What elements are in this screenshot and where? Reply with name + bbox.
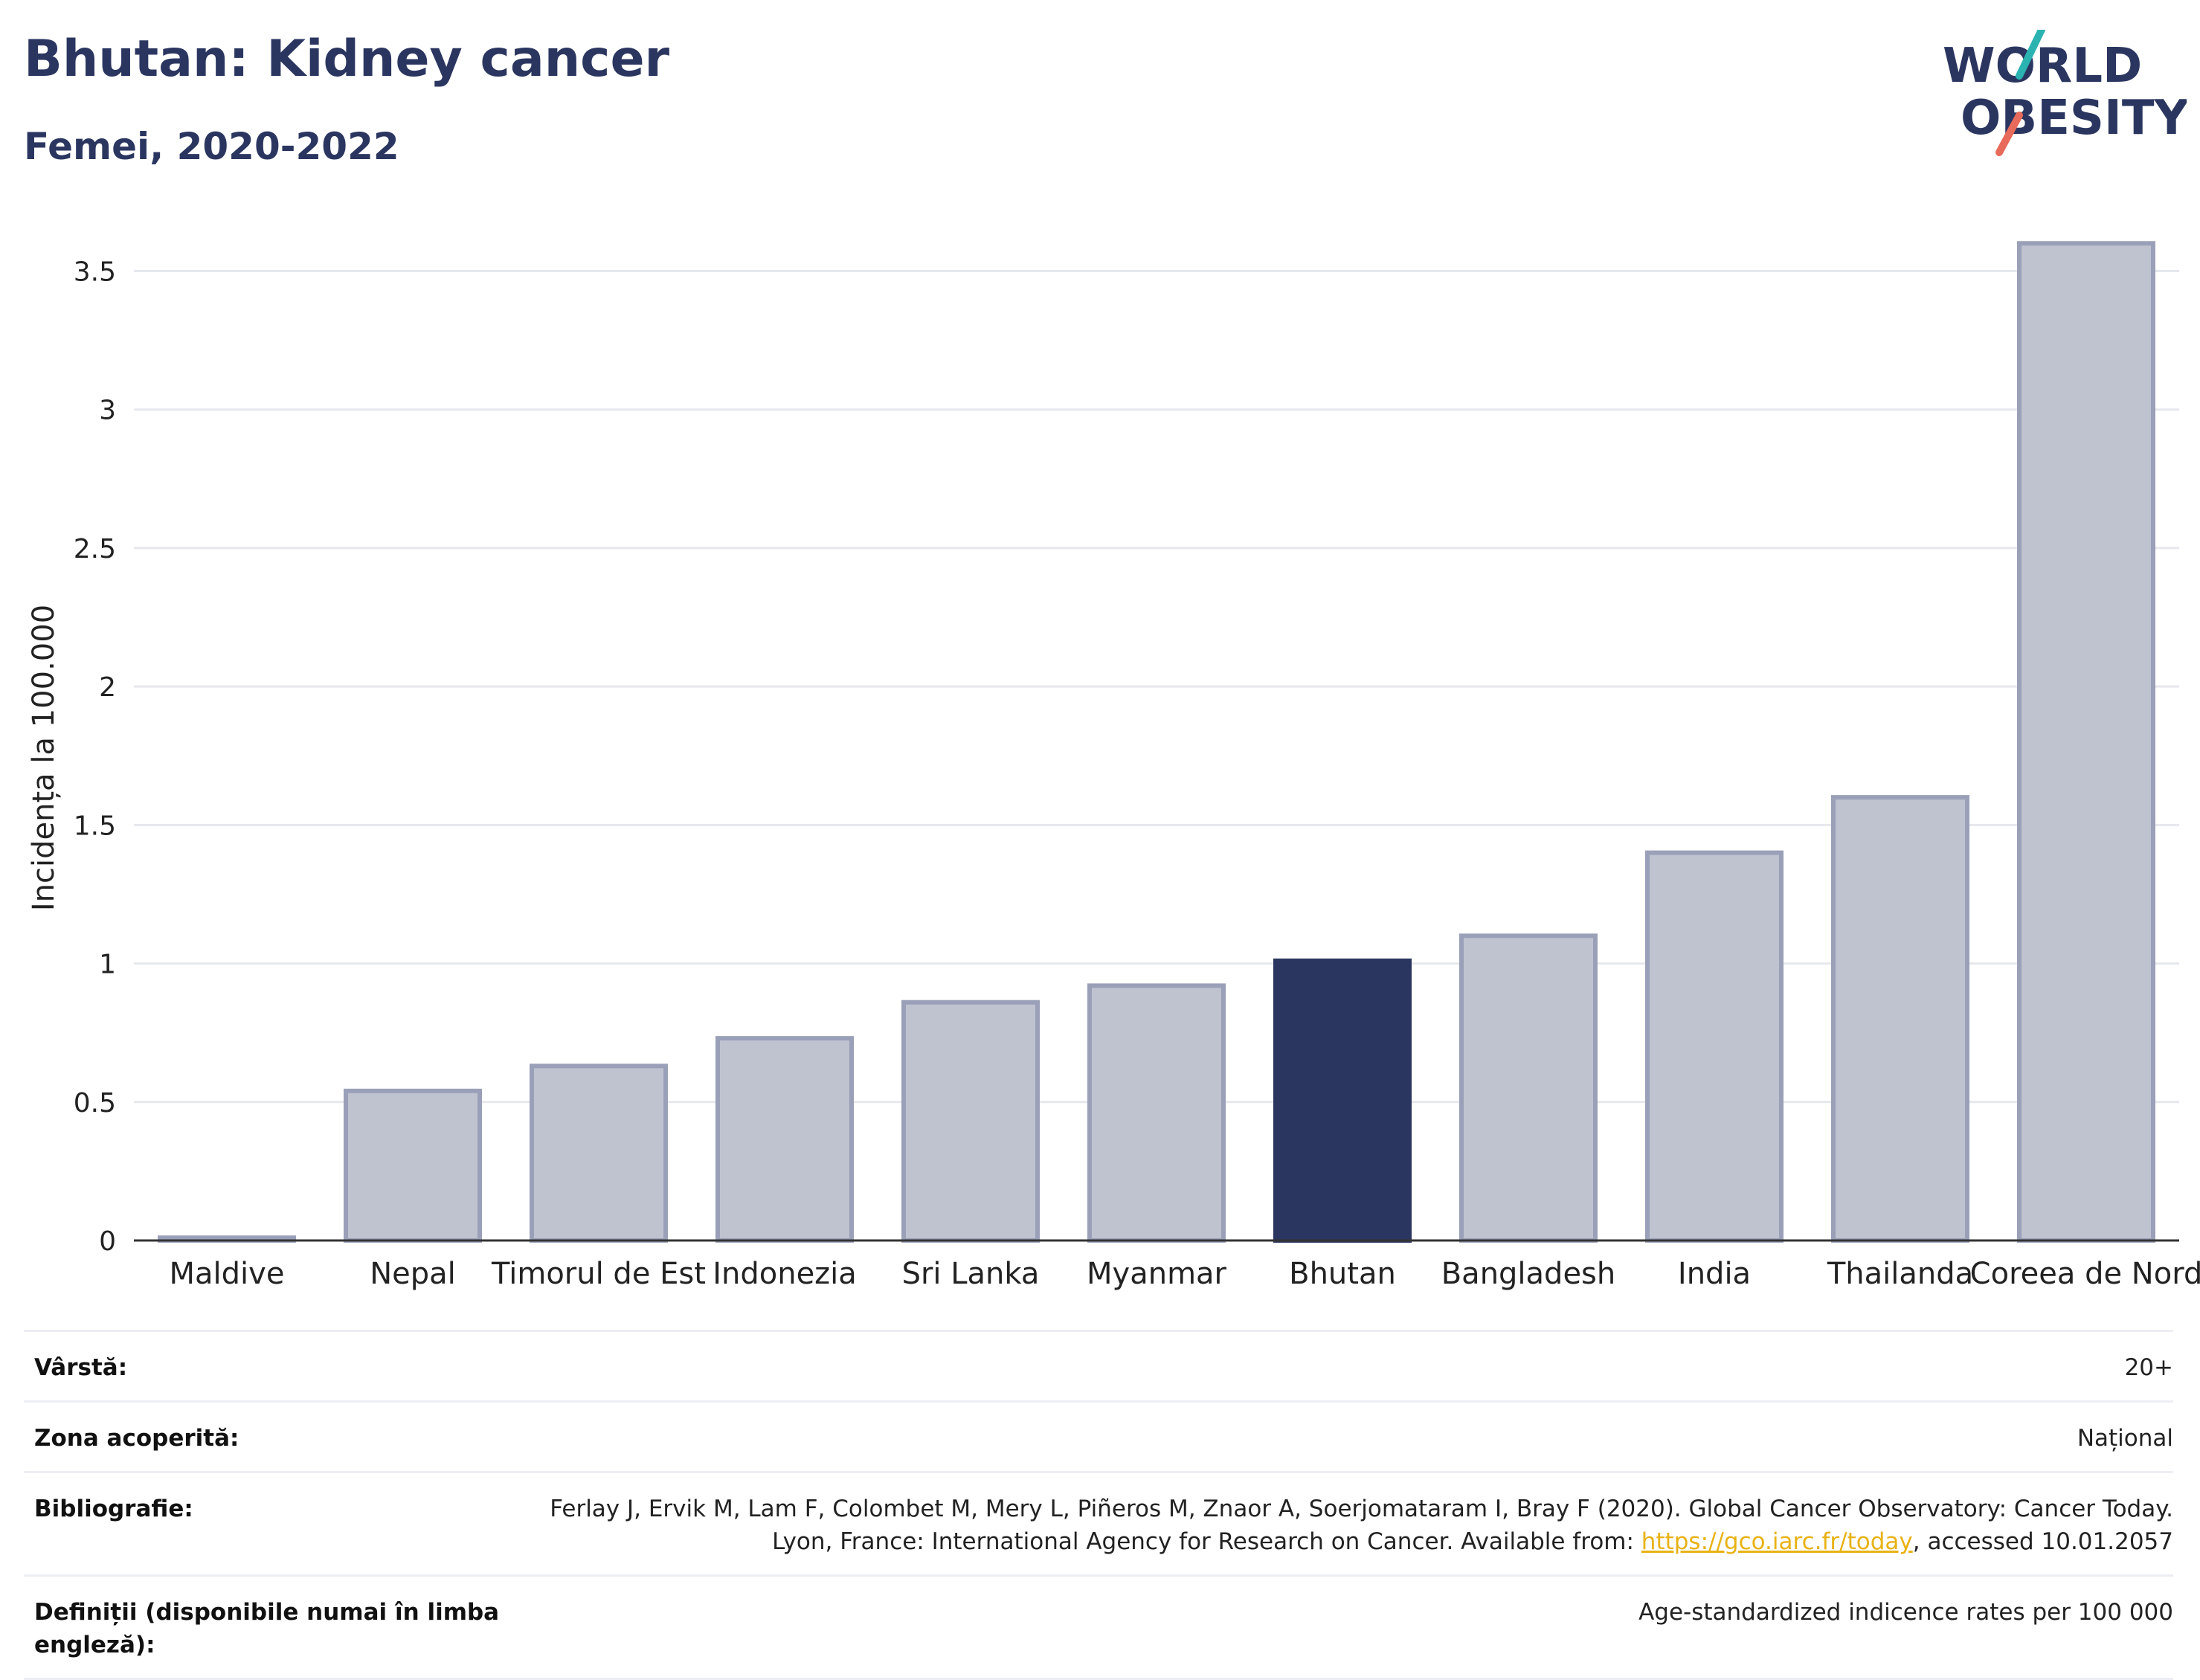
info-value: Ferlay J, Ervik M, Lam F, Colombet M, Me… (522, 1493, 2173, 1558)
info-row-definitions: Definiții (disponibile numai în limba en… (24, 1574, 2173, 1680)
bar-thailanda[interactable] (1831, 795, 1969, 1243)
y-tick-label: 1 (99, 950, 116, 980)
y-tick-label: 0.5 (74, 1088, 116, 1119)
info-key: Bibliografie: (34, 1496, 193, 1522)
bar-coreea-de-nord[interactable] (2017, 241, 2155, 1243)
x-category-label: Indonezia (713, 1257, 857, 1291)
bar-indonezia[interactable] (715, 1036, 854, 1243)
source-link[interactable]: https://gco.iarc.fr/today (1641, 1528, 1913, 1555)
x-category-labels: Maldive Nepal Timorul de Est Indonezia Sri L… (170, 1257, 2200, 1291)
bar-myanmar[interactable] (1087, 983, 1226, 1243)
info-row-coverage: Zona acoperită: Național (24, 1400, 2173, 1471)
x-category-label: Nepal (370, 1257, 456, 1291)
x-category-label: Coreea de Nord (1970, 1257, 2200, 1291)
world-obesity-logo: WORLD OBESITY (1943, 30, 2187, 156)
info-table: Vârstă: 20+ Zona acoperită: Național Bib… (24, 1330, 2173, 1680)
bar-sri-lanka[interactable] (901, 1000, 1040, 1243)
info-key: Definiții (disponibile numai în limba en… (34, 1599, 500, 1658)
info-value: Age-standardized indicence rates per 100… (1638, 1599, 2173, 1626)
info-key: Zona acoperită: (34, 1425, 239, 1452)
chart-subtitle: Femei, 2020-2022 (24, 125, 399, 168)
chart-title: Bhutan: Kidney cancer (24, 30, 670, 88)
bar-timorul-de-est[interactable] (530, 1063, 668, 1243)
y-axis-title: Incidența la 100.000 (27, 605, 61, 911)
x-category-label: Myanmar (1087, 1257, 1227, 1291)
x-category-label: Sri Lanka (902, 1257, 1040, 1291)
y-tick-label: 1.5 (74, 811, 116, 841)
x-category-label: Bangladesh (1441, 1257, 1616, 1291)
bar-india[interactable] (1645, 850, 1784, 1243)
info-value: Național (2077, 1425, 2173, 1452)
y-tick-labels: 0 0.5 1 1.5 2 2.5 3 3.5 (74, 257, 116, 1257)
y-tick-label: 3.5 (74, 257, 116, 287)
logo-line1: WORLD (1943, 39, 2142, 94)
bibliography-text: Ferlay J, Ervik M, Lam F, Colombet M, Me… (550, 1496, 2173, 1555)
bar-chart: 0 0.5 1 1.5 2 2.5 3 3.5 Maldive Nepal Timorul de … (27, 241, 2200, 1291)
info-row-bibliography: Bibliografie: Ferlay J, Ervik M, Lam F, … (24, 1471, 2173, 1574)
bibliography-accessed: , accessed 10.01.2057 (1912, 1528, 2173, 1555)
y-tick-label: 2.5 (74, 534, 116, 564)
y-tick-label: 3 (99, 396, 116, 426)
x-category-label: Maldive (170, 1257, 285, 1291)
bar-bhutan[interactable] (1273, 958, 1412, 1243)
info-row-age: Vârstă: 20+ (24, 1330, 2173, 1400)
bars (158, 241, 2155, 1243)
bar-nepal[interactable] (344, 1088, 482, 1243)
x-category-label: India (1678, 1257, 1751, 1291)
x-category-label: Bhutan (1289, 1257, 1396, 1291)
logo-line2: OBESITY (1961, 91, 2187, 146)
bar-bangladesh[interactable] (1459, 933, 1598, 1243)
info-value: 20+ (2124, 1354, 2173, 1381)
x-category-label: Timorul de Est (491, 1257, 706, 1291)
y-tick-label: 2 (99, 672, 116, 703)
info-key: Vârstă: (34, 1354, 128, 1381)
x-category-label: Thailanda (1827, 1257, 1973, 1291)
y-tick-label: 0 (99, 1226, 116, 1257)
